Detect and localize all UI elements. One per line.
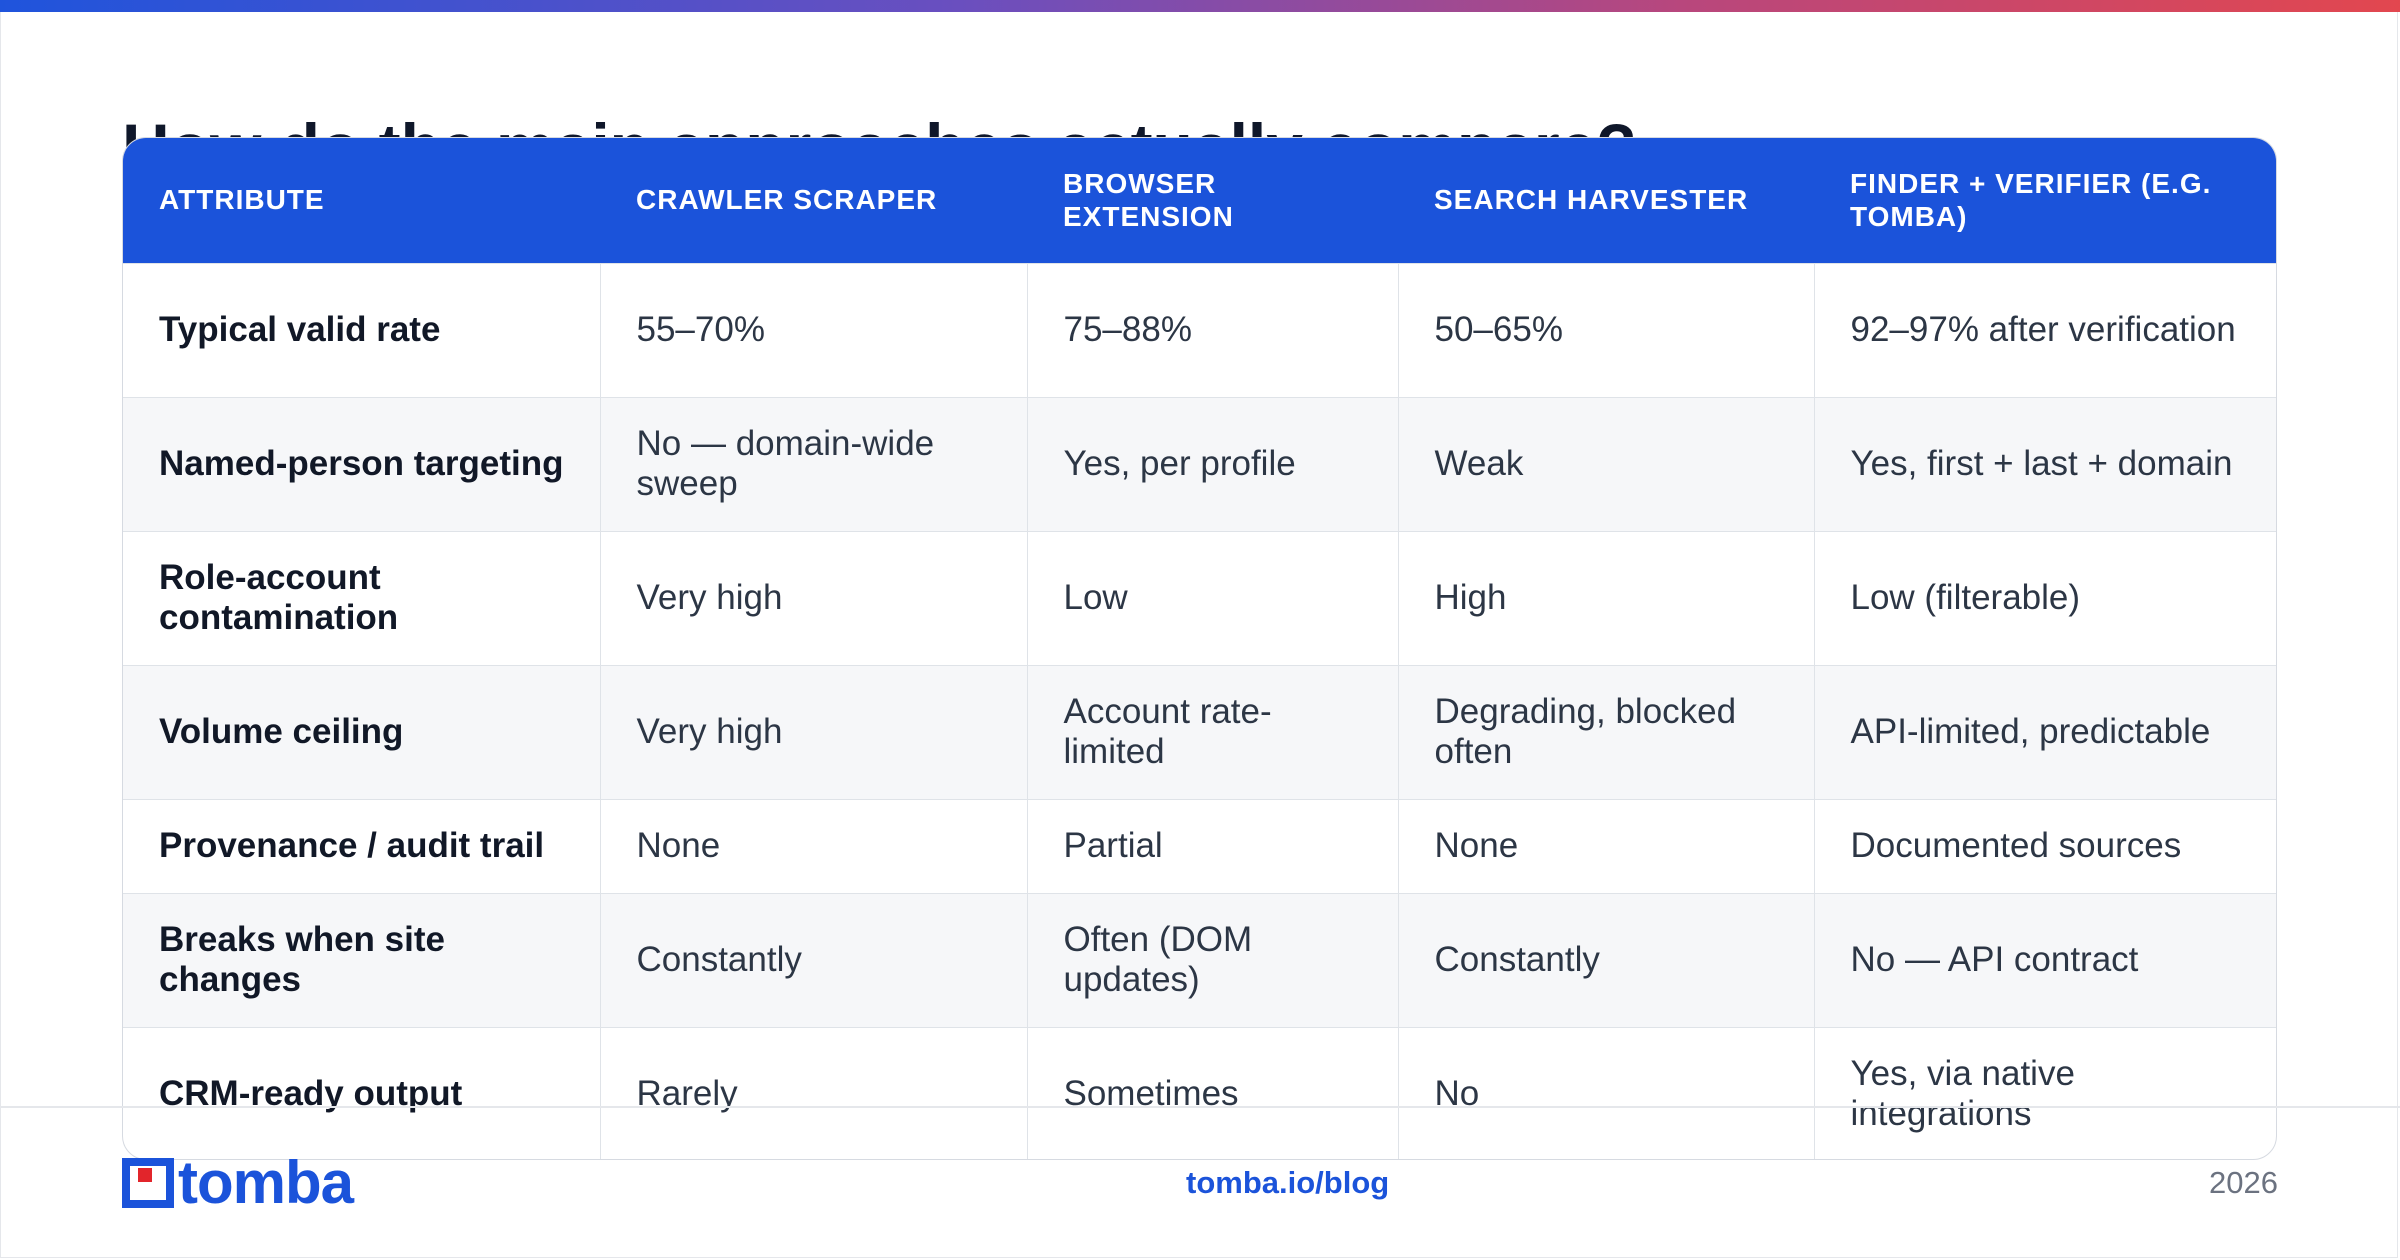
- table-cell: 75–88%: [1027, 262, 1399, 397]
- column-header: Crawler scraper: [636, 184, 938, 216]
- table-cell: None: [1398, 798, 1815, 893]
- table-cell: Yes, first + last + domain: [1814, 396, 2276, 531]
- row-attribute: Provenance / audit trail: [123, 798, 601, 893]
- table-cell: Low (filterable): [1814, 530, 2276, 665]
- comparison-table: Attribute Crawler scraper Browser extens…: [123, 138, 2276, 1159]
- footer-divider: [0, 1106, 2400, 1108]
- top-gradient-bar: [0, 0, 2400, 12]
- table-cell: Low: [1027, 530, 1399, 665]
- row-attribute: CRM-ready output: [123, 1026, 601, 1159]
- table-row: Provenance / audit trail None Partial No…: [123, 798, 2276, 893]
- table-cell: Degrading, blocked often: [1398, 664, 1815, 799]
- table-header-row: Attribute Crawler scraper Browser extens…: [123, 138, 2276, 263]
- table-cell: No — domain-wide sweep: [600, 396, 1028, 531]
- table-cell: Partial: [1027, 798, 1399, 893]
- table-cell: No — API contract: [1814, 892, 2276, 1027]
- table-cell: Yes, per profile: [1027, 396, 1399, 531]
- row-attribute: Volume ceiling: [123, 664, 601, 799]
- table-cell: High: [1398, 530, 1815, 665]
- table-row: Volume ceiling Very high Account rate-li…: [123, 664, 2276, 799]
- table-cell: Rarely: [600, 1026, 1028, 1159]
- table-row: Typical valid rate 55–70% 75–88% 50–65% …: [123, 262, 2276, 397]
- tomba-logo-icon: [122, 1158, 174, 1208]
- row-attribute: Named-person targeting: [123, 396, 601, 531]
- table-cell: Very high: [600, 530, 1028, 665]
- row-attribute: Breaks when site changes: [123, 892, 601, 1027]
- table-cell: API-limited, predictable: [1814, 664, 2276, 799]
- table-cell: Account rate-limited: [1027, 664, 1399, 799]
- table-row: Role-account contamination Very high Low…: [123, 530, 2276, 665]
- column-header: Finder + verifier (e.g. Tomba): [1850, 167, 2212, 233]
- tomba-logo[interactable]: tomba: [122, 1149, 354, 1216]
- table-cell: 50–65%: [1398, 262, 1815, 397]
- table-cell: Sometimes: [1027, 1026, 1399, 1159]
- blog-link[interactable]: tomba.io/blog: [1186, 1165, 1390, 1200]
- row-attribute: Typical valid rate: [123, 262, 601, 397]
- table-row: CRM-ready output Rarely Sometimes No Yes…: [123, 1026, 2276, 1159]
- table-row: Named-person targeting No — domain-wide …: [123, 396, 2276, 531]
- table-cell: Often (DOM updates): [1027, 892, 1399, 1027]
- table-cell: Documented sources: [1814, 798, 2276, 893]
- table-cell: Yes, via native integrations: [1814, 1026, 2276, 1159]
- table-cell: Constantly: [600, 892, 1028, 1027]
- table-cell: None: [600, 798, 1028, 893]
- table-row: Breaks when site changes Constantly Ofte…: [123, 892, 2276, 1027]
- comparison-table-card: Attribute Crawler scraper Browser extens…: [122, 137, 2277, 1160]
- footer-year: 2026: [2209, 1165, 2278, 1200]
- table-cell: No: [1398, 1026, 1815, 1159]
- column-header: Browser extension: [1063, 167, 1234, 233]
- table-cell: Very high: [600, 664, 1028, 799]
- table-cell: Weak: [1398, 396, 1815, 531]
- table-cell: 55–70%: [600, 262, 1028, 397]
- table-cell: 92–97% after verification: [1814, 262, 2276, 397]
- logo-wordmark: tomba: [178, 1149, 354, 1216]
- row-attribute: Role-account contamination: [123, 530, 601, 665]
- column-header: Attribute: [159, 184, 325, 216]
- column-header: Search harvester: [1434, 184, 1749, 216]
- table-cell: Constantly: [1398, 892, 1815, 1027]
- slide-frame: [0, 12, 2398, 1258]
